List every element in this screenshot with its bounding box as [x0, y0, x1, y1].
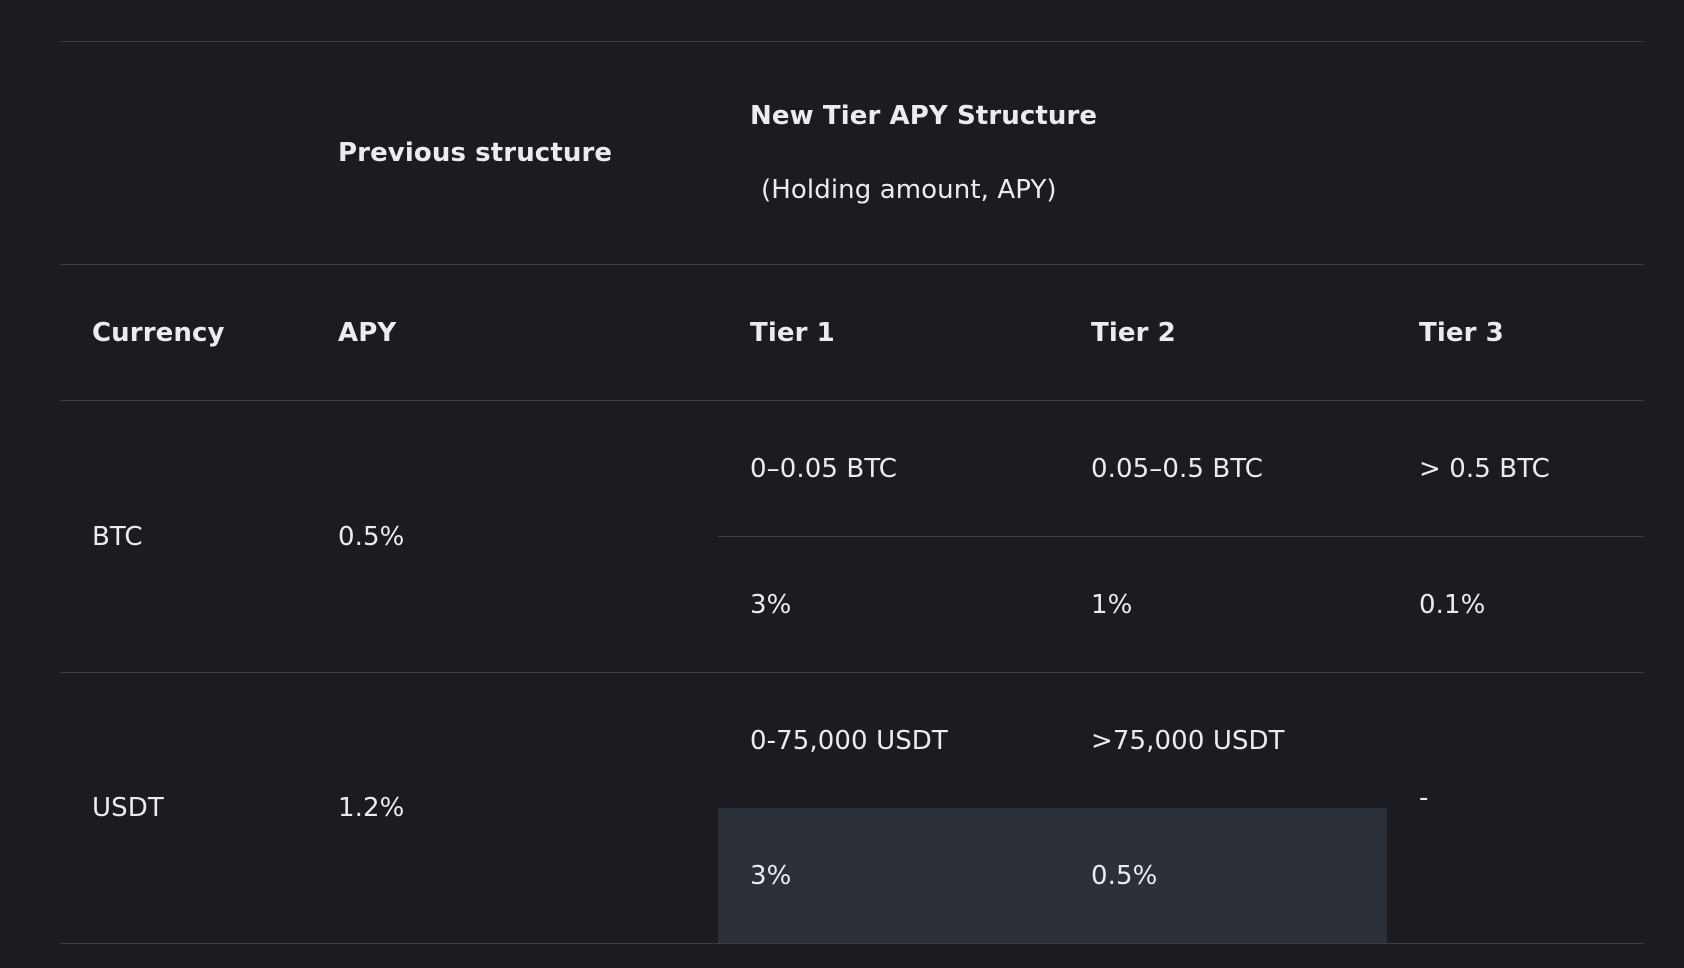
btc-tier2-apy: 1% [1059, 536, 1387, 673]
header-new-tier-structure: New Tier APY Structure (Holding amount, … [718, 41, 1644, 265]
usdt-tier1-amount: 0-75,000 USDT [750, 725, 948, 756]
table-row-btc-amounts: BTC 0.5% 0–0.05 BTC 0.05–0.5 BTC > 0.5 B… [60, 400, 1644, 673]
new-tier-subtitle: (Holding amount, APY) [761, 175, 1057, 205]
apy-structure-table: Previous structure New Tier APY Structur… [60, 41, 1644, 944]
new-tier-title: New Tier APY Structure [750, 101, 1098, 131]
header-currency: Currency [60, 264, 306, 401]
table-header-row-groups: Previous structure New Tier APY Structur… [60, 41, 1644, 265]
apy-structure-table-container: Previous structure New Tier APY Structur… [60, 41, 1644, 944]
table-row-btc-apys: 3% 1% 0.1% [60, 536, 1644, 673]
header-previous-structure: Previous structure [306, 41, 718, 265]
header-apy: APY [306, 264, 718, 401]
usdt-tier3-dash: - [1419, 783, 1429, 813]
header-tier2: Tier 2 [1059, 264, 1387, 401]
btc-tier3-amount: > 0.5 BTC [1387, 400, 1644, 537]
usdt-tier1-apy: 3% [718, 808, 1059, 944]
btc-tier2-amount: 0.05–0.5 BTC [1059, 400, 1387, 537]
usdt-previous-apy-cell: 1.2% [306, 672, 718, 944]
table-row-usdt-amounts: USDT 1.2% 0-75,000 USDT >75,000 USDT - [60, 672, 1644, 944]
usdt-tier2-amount: >75,000 USDT [1091, 725, 1285, 756]
header-tier1: Tier 1 [718, 264, 1059, 401]
usdt-currency-cell: USDT [60, 672, 306, 944]
header-tier3: Tier 3 [1387, 264, 1644, 401]
usdt-tier3-cell: - [1387, 672, 1644, 944]
btc-tier1-apy: 3% [718, 536, 1059, 673]
table-header-row-columns: Currency APY Tier 1 Tier 2 Tier 3 [60, 264, 1644, 401]
btc-previous-apy-cell: 0.5% [306, 400, 718, 673]
header-empty-cell [60, 41, 306, 265]
btc-currency-cell: BTC [60, 400, 306, 673]
btc-tier1-amount: 0–0.05 BTC [718, 400, 1059, 537]
btc-tier3-apy: 0.1% [1387, 536, 1644, 673]
usdt-tier2-apy: 0.5% [1059, 808, 1387, 944]
table-row-usdt-apys: 3% 0.5% [60, 808, 1644, 944]
